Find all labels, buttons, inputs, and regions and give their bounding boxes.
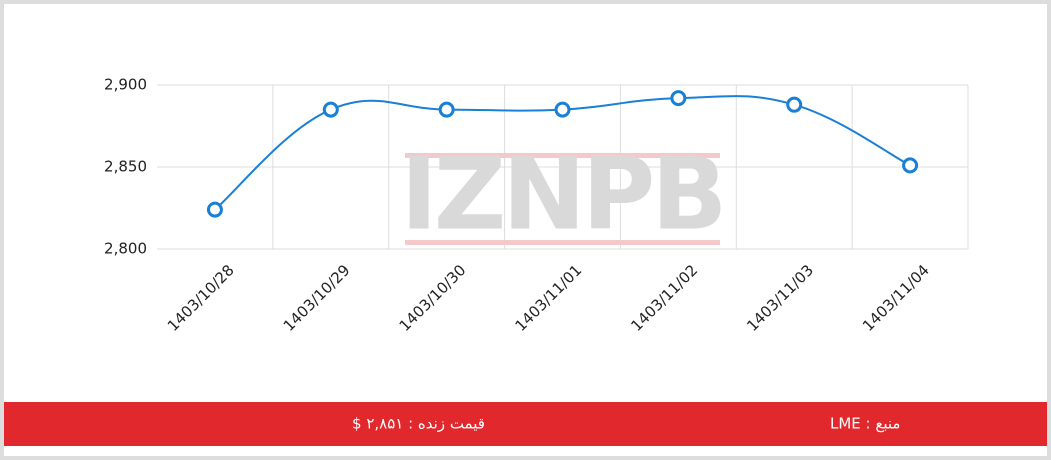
x-tick-label: 1403/10/29 bbox=[280, 261, 354, 335]
y-tick-label: 2,800 bbox=[104, 240, 147, 258]
watermark: IZNPB bbox=[401, 135, 724, 252]
watermark-group: IZNPB bbox=[401, 135, 728, 252]
point bbox=[322, 101, 339, 118]
y-tick-label: 2,900 bbox=[104, 76, 147, 94]
footer-source: منبع : LME bbox=[830, 415, 900, 433]
y-tick-label: 2,850 bbox=[104, 158, 147, 176]
point bbox=[902, 157, 919, 174]
point bbox=[206, 201, 223, 218]
watermark-bar bbox=[405, 240, 720, 245]
x-tick-label: 1403/11/04 bbox=[859, 261, 933, 335]
x-tick-label: 1403/11/01 bbox=[511, 261, 585, 335]
x-tick-label: 1403/10/28 bbox=[164, 261, 238, 335]
point bbox=[554, 101, 571, 118]
x-tick-label: 1403/11/02 bbox=[627, 261, 701, 335]
footer-bar bbox=[4, 402, 1047, 446]
watermark-bar bbox=[405, 153, 720, 158]
x-tick-label: 1403/11/03 bbox=[743, 261, 817, 335]
point bbox=[786, 96, 803, 113]
x-tick-label: 1403/10/30 bbox=[396, 261, 470, 335]
footer-price: قیمت زنده : ۲,۸۵۱ $ bbox=[352, 415, 485, 433]
point bbox=[670, 90, 687, 107]
point bbox=[438, 101, 455, 118]
